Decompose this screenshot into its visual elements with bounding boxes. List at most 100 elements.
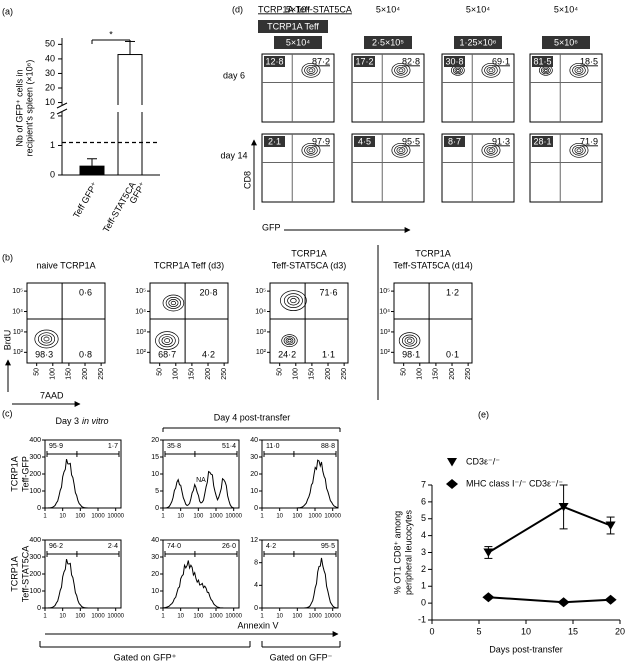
- header-part: in vitro: [82, 416, 109, 426]
- dose-label: 5×10⁶: [554, 37, 578, 47]
- dose-box: [364, 36, 412, 49]
- quadrant-value: 91·3: [492, 136, 510, 146]
- x-tick-label: 250: [221, 368, 228, 380]
- contour: [304, 145, 318, 156]
- contour: [43, 336, 50, 342]
- quadrant-value: 71·9: [580, 136, 598, 146]
- data-point: [557, 597, 570, 608]
- y-tick-label: 12: [250, 537, 258, 544]
- y-tick-label: 200: [29, 571, 41, 578]
- legend-symbol: [447, 458, 457, 467]
- x-tick-label: 250: [341, 368, 348, 380]
- gate-label: Gated on GFP⁻: [270, 652, 333, 662]
- x-tick-label: 5: [476, 626, 481, 636]
- y-tick-label: 0: [37, 605, 41, 612]
- y-tick-label: 30: [250, 454, 258, 461]
- plot-frame: [44, 439, 122, 509]
- gate-value: 1·7: [108, 443, 118, 450]
- y-axis-label: CD8: [242, 171, 252, 189]
- contour: [285, 337, 294, 344]
- y-tick-label: 10: [45, 97, 55, 107]
- y-tick-label: 10⁴: [12, 308, 23, 315]
- x-tick-label: 1000: [91, 614, 105, 620]
- y-tick-label: 10³: [380, 329, 391, 336]
- y-tick-label: 15: [151, 454, 159, 461]
- contour: [544, 68, 548, 72]
- value-box: [354, 136, 375, 147]
- contour: [486, 146, 496, 154]
- gate-value: 51·4: [222, 443, 236, 450]
- contour: [283, 336, 296, 346]
- column-header: Day 3 in vitro: [55, 416, 108, 426]
- quadrant-value: 1·2: [446, 287, 459, 297]
- contour: [484, 65, 498, 76]
- plot-title: TCRP1A: [415, 248, 451, 258]
- gate-value: 4·2: [266, 543, 276, 550]
- x-tick-label: 50: [401, 368, 408, 376]
- contour: [280, 290, 307, 311]
- y-tick-label: 0: [421, 598, 426, 608]
- contour: [454, 67, 462, 73]
- x-tick-label: 100: [193, 614, 204, 620]
- quadrant-value: 18·5: [580, 56, 598, 66]
- x-tick-label: Teff GFP⁺: [71, 180, 100, 220]
- contour: [168, 299, 179, 307]
- x-tick-label: 250: [465, 368, 472, 380]
- x-tick-label: 200: [205, 368, 212, 380]
- x-tick-label: Teff-STAT5CA: [101, 180, 138, 234]
- value-box: [532, 136, 553, 147]
- contour: [158, 333, 176, 348]
- dose-label: 5×10⁴: [466, 4, 490, 14]
- contour: [404, 336, 415, 345]
- histogram: [45, 558, 121, 609]
- group-label: TCRP1A Teff-STAT5CA: [258, 4, 352, 14]
- gate-value: 35·8: [167, 443, 181, 450]
- y-tick-label: 0: [37, 505, 41, 512]
- contour: [155, 331, 180, 350]
- contour: [398, 332, 421, 349]
- x-tick-label: 10000: [324, 514, 341, 520]
- plot-frame: [261, 539, 339, 609]
- plot-frame: [162, 439, 240, 509]
- dose-label: 5×10⁴: [286, 4, 310, 14]
- contour: [398, 148, 404, 153]
- y-tick-label: 0: [155, 505, 159, 512]
- quadrant-value: 97·9: [312, 136, 330, 146]
- x-tick-label: 1000: [91, 514, 105, 520]
- contour: [576, 68, 582, 73]
- x-tick-label: 10: [276, 514, 283, 520]
- gate-value: 88·8: [321, 443, 335, 450]
- x-axis-label: GFP: [262, 222, 281, 232]
- x-tick-label: 100: [75, 614, 86, 620]
- contour: [574, 146, 584, 154]
- contour: [306, 146, 316, 154]
- x-tick-label: 100: [193, 514, 204, 520]
- contour: [398, 68, 404, 73]
- contour: [287, 338, 292, 343]
- x-tick-label: 100: [173, 368, 180, 380]
- contour: [306, 66, 316, 74]
- x-tick-label: 10000: [324, 614, 341, 620]
- data-point: [482, 592, 495, 603]
- y-tick-label: 10²: [13, 349, 24, 356]
- y-tick-label: -1: [418, 614, 426, 624]
- bar: [117, 54, 143, 176]
- x-tick-label: 50: [157, 368, 164, 376]
- dose-box: [274, 36, 322, 49]
- gate-value: 2·4: [108, 543, 118, 550]
- series-line: [488, 596, 611, 604]
- y-tick-label: 100: [29, 588, 41, 595]
- quadrant-value: 0·8: [79, 349, 92, 359]
- y-tick-label: 300: [29, 454, 41, 461]
- panel-label: (b): [2, 252, 13, 262]
- contour: [301, 62, 321, 78]
- ref-label: TCRP1A Teff: [267, 21, 319, 31]
- x-tick-label: 150: [433, 368, 440, 380]
- quadrant-value: 81·5: [533, 56, 551, 66]
- panel-label: (d): [232, 4, 243, 14]
- quadrant-value: 87·2: [312, 56, 330, 66]
- histogram: [162, 560, 239, 609]
- dose-label: 5×10⁴: [286, 37, 310, 47]
- break-mark: [56, 108, 68, 115]
- contour: [484, 145, 498, 156]
